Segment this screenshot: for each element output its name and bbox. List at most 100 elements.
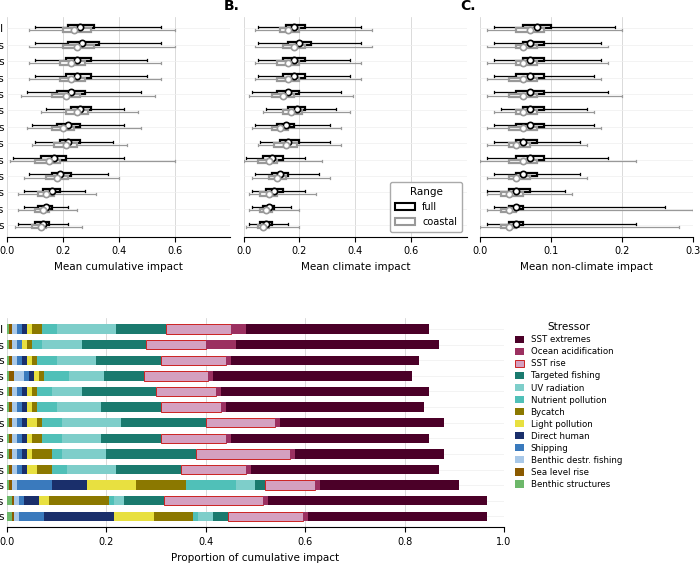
- Bar: [225, 356, 230, 365]
- Bar: [57, 356, 97, 365]
- Bar: [52, 94, 80, 98]
- Bar: [63, 28, 91, 32]
- Bar: [166, 324, 230, 334]
- Bar: [516, 74, 544, 78]
- Bar: [251, 465, 440, 474]
- Bar: [277, 124, 294, 127]
- Bar: [57, 91, 85, 94]
- Bar: [277, 78, 300, 81]
- X-axis label: Mean non-climate impact: Mean non-climate impact: [520, 262, 653, 272]
- Bar: [516, 28, 544, 32]
- Bar: [260, 209, 272, 212]
- Bar: [27, 387, 31, 396]
- Bar: [277, 61, 300, 65]
- Bar: [509, 94, 537, 98]
- X-axis label: Mean cumulative impact: Mean cumulative impact: [55, 262, 183, 272]
- Bar: [7, 371, 10, 380]
- Bar: [27, 340, 31, 349]
- Bar: [102, 403, 161, 412]
- Bar: [17, 418, 22, 428]
- Bar: [230, 356, 419, 365]
- Bar: [27, 418, 37, 428]
- Bar: [280, 28, 300, 32]
- Bar: [246, 324, 429, 334]
- Bar: [22, 324, 27, 334]
- Bar: [516, 156, 544, 160]
- Bar: [220, 387, 429, 396]
- Bar: [12, 434, 17, 443]
- Bar: [42, 434, 62, 443]
- Bar: [57, 403, 102, 412]
- Bar: [32, 225, 46, 229]
- Bar: [116, 465, 181, 474]
- Bar: [15, 496, 20, 505]
- Bar: [265, 480, 315, 490]
- Bar: [153, 511, 193, 521]
- Bar: [283, 45, 305, 48]
- Bar: [37, 465, 52, 474]
- Bar: [7, 449, 10, 459]
- Bar: [35, 209, 49, 212]
- Bar: [27, 356, 31, 365]
- Bar: [288, 107, 305, 111]
- Bar: [22, 387, 27, 396]
- Bar: [12, 356, 17, 365]
- Bar: [275, 418, 280, 428]
- Bar: [27, 465, 37, 474]
- Bar: [516, 124, 544, 127]
- Bar: [52, 387, 81, 396]
- Bar: [20, 496, 25, 505]
- Bar: [102, 434, 161, 443]
- Bar: [37, 418, 42, 428]
- Bar: [60, 140, 80, 143]
- Bar: [214, 371, 412, 380]
- Bar: [32, 340, 42, 349]
- Bar: [10, 418, 12, 428]
- Bar: [10, 356, 12, 365]
- Bar: [10, 324, 12, 334]
- Bar: [22, 465, 27, 474]
- Bar: [17, 465, 22, 474]
- Bar: [12, 511, 15, 521]
- Bar: [12, 340, 17, 349]
- Bar: [17, 449, 22, 459]
- Bar: [66, 74, 91, 78]
- Bar: [10, 480, 12, 490]
- Bar: [42, 340, 81, 349]
- Bar: [260, 192, 277, 196]
- Bar: [214, 511, 228, 521]
- Bar: [44, 371, 69, 380]
- X-axis label: Mean climate impact: Mean climate impact: [300, 262, 410, 272]
- Bar: [34, 371, 39, 380]
- Bar: [12, 496, 15, 505]
- Bar: [225, 403, 424, 412]
- Bar: [230, 324, 246, 334]
- Bar: [38, 205, 52, 209]
- Bar: [509, 222, 523, 225]
- Bar: [22, 434, 27, 443]
- Bar: [15, 371, 24, 380]
- Bar: [516, 91, 544, 94]
- Bar: [7, 324, 10, 334]
- Bar: [283, 74, 305, 78]
- Bar: [288, 41, 311, 45]
- Bar: [516, 173, 537, 176]
- Bar: [17, 356, 22, 365]
- Bar: [7, 434, 10, 443]
- Bar: [37, 356, 57, 365]
- Bar: [10, 449, 12, 459]
- Bar: [41, 156, 66, 160]
- Bar: [516, 45, 537, 48]
- Bar: [17, 387, 22, 396]
- Bar: [32, 434, 42, 443]
- Bar: [228, 511, 302, 521]
- Bar: [17, 340, 22, 349]
- Bar: [186, 480, 236, 490]
- Bar: [266, 189, 283, 192]
- Bar: [256, 480, 265, 490]
- Bar: [35, 222, 49, 225]
- Text: A.: A.: [0, 0, 3, 12]
- Bar: [7, 418, 10, 428]
- Bar: [509, 143, 530, 146]
- Bar: [236, 340, 440, 349]
